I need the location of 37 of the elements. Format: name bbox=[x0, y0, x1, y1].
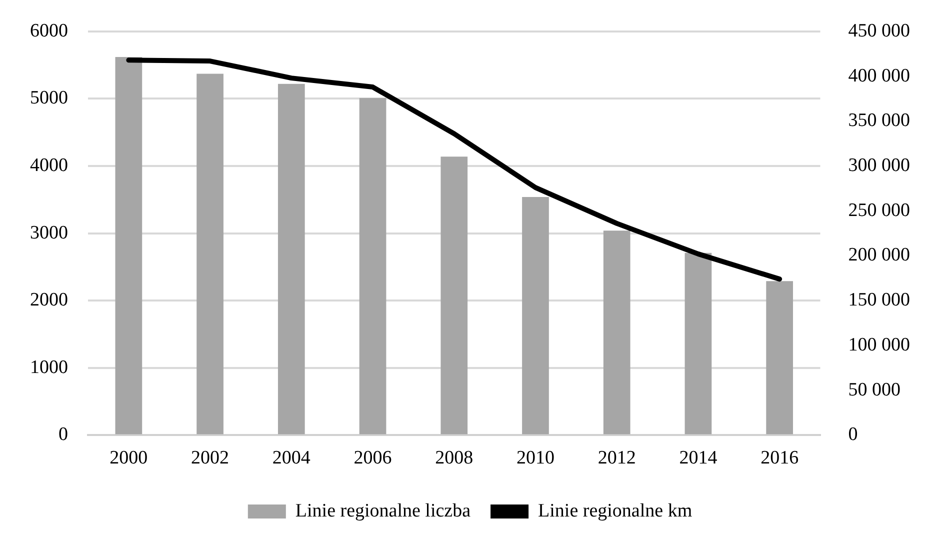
bar bbox=[684, 252, 712, 434]
y2-tick-label: 450 000 bbox=[848, 20, 910, 42]
x-tick-label: 2008 bbox=[435, 448, 474, 469]
legend-label: Linie regionalne liczba bbox=[295, 500, 472, 522]
y2-tick-label: 200 000 bbox=[848, 244, 910, 266]
y-tick-label: 3000 bbox=[30, 222, 68, 244]
y2-tick-label: 250 000 bbox=[848, 200, 910, 221]
x-tick-label: 2012 bbox=[598, 448, 636, 469]
bar bbox=[196, 74, 224, 434]
bar bbox=[359, 98, 386, 434]
y2-tick-label: 100 000 bbox=[848, 334, 910, 356]
y2-tick-label: 300 000 bbox=[848, 154, 910, 176]
y-tick-label: 6000 bbox=[30, 20, 68, 42]
y-tick-label: 4000 bbox=[30, 154, 68, 176]
y2-tick-label: 400 000 bbox=[848, 65, 910, 86]
bar bbox=[522, 196, 549, 434]
y2-tick-label: 0 bbox=[848, 424, 858, 446]
x-tick-label: 2014 bbox=[679, 448, 718, 469]
bar bbox=[603, 230, 630, 434]
x-tick-label: 2016 bbox=[760, 448, 799, 469]
x-tick-label: 2006 bbox=[354, 448, 392, 469]
y-tick-label: 1000 bbox=[30, 356, 68, 378]
bar bbox=[766, 281, 793, 434]
y2-tick-label: 150 000 bbox=[848, 290, 910, 311]
x-tick-label: 2002 bbox=[191, 448, 230, 469]
y-tick-label: 5000 bbox=[30, 88, 68, 109]
bar bbox=[115, 56, 142, 434]
bar bbox=[278, 84, 305, 434]
x-tick-label: 2000 bbox=[110, 448, 148, 469]
x-tick-label: 2010 bbox=[516, 448, 554, 469]
y2-tick-label: 50 000 bbox=[848, 379, 900, 400]
bar bbox=[440, 156, 468, 434]
x-tick-label: 2004 bbox=[272, 448, 311, 469]
y-tick-label: 2000 bbox=[30, 290, 68, 311]
y2-tick-label: 350 000 bbox=[848, 110, 910, 132]
legend-label: Linie regionalne km bbox=[538, 500, 692, 522]
y-tick-label: 0 bbox=[58, 424, 68, 446]
